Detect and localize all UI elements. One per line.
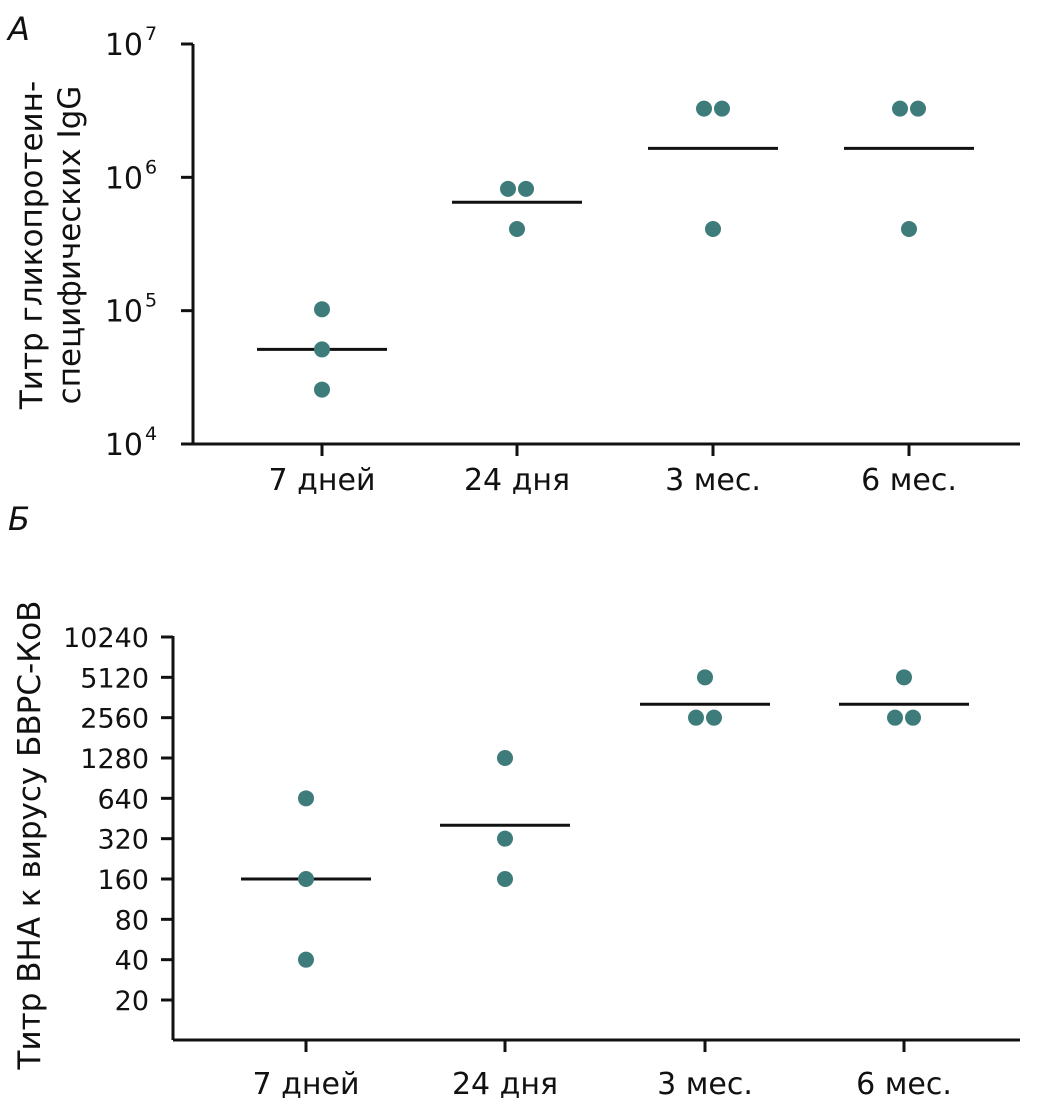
panel-a-y-tick-label: 10 <box>105 428 143 463</box>
panel-a-y-tick-label: 10 <box>105 28 143 63</box>
panel-a-y-tick-exp: 5 <box>145 290 157 312</box>
panel-a-y-tick-exp: 6 <box>145 156 157 178</box>
panel-a: А Титр гликопротеин- специфических IgG 1… <box>6 10 1020 498</box>
panel-a-data-point <box>518 180 534 197</box>
panel-a-x-ticks: 7 дней 24 дня 3 мес. 6 мес. <box>269 444 957 498</box>
panel-b-letter: Б <box>8 500 30 538</box>
panel-b-data-point <box>298 790 314 807</box>
panel-b: Б Титр ВНА к вирусу БВРС-КоВ 20 40 80 160 32… <box>8 500 1020 1102</box>
panel-b-y-ticks: 20 40 80 160 320 640 1280 2560 5120 10240 <box>63 623 173 1017</box>
panel-b-data-point <box>887 709 903 726</box>
panel-a-data-point <box>705 221 721 238</box>
panel-a-data-point <box>314 341 330 358</box>
panel-a-data-point <box>910 100 926 117</box>
panel-b-x-tick-label: 3 мес. <box>657 1067 753 1102</box>
panel-a-y-tick-exp: 7 <box>145 23 157 45</box>
panel-b-data-point <box>298 951 314 968</box>
panel-b-data-point <box>896 669 912 686</box>
panel-a-data-point <box>314 381 330 398</box>
panel-b-y-tick-label: 5120 <box>80 663 149 694</box>
panel-a-x-tick-label: 6 мес. <box>861 463 957 498</box>
panel-b-data-point <box>298 871 314 887</box>
panel-b-y-tick-label: 1280 <box>80 744 149 775</box>
panel-b-data-point <box>497 750 513 766</box>
panel-a-data-point <box>500 180 516 197</box>
panel-a-data-point <box>509 221 525 238</box>
panel-b-y-tick-label: 320 <box>97 825 149 856</box>
panel-b-marks <box>241 669 969 968</box>
panel-b-y-title: Титр ВНА к вирусу БВРС-КоВ <box>12 601 48 1071</box>
panel-b-data-point <box>497 830 513 847</box>
panel-a-y-tick-label: 10 <box>105 295 143 330</box>
panel-a-data-point <box>696 100 712 117</box>
panel-b-y-tick-label: 20 <box>115 986 149 1017</box>
panel-b-data-point <box>905 709 921 726</box>
panel-a-marks <box>257 100 974 398</box>
panel-b-y-tick-label: 160 <box>97 865 149 896</box>
panel-a-letter: А <box>6 10 30 48</box>
panel-a-x-tick-label: 3 мес. <box>665 463 761 498</box>
panel-b-x-tick-label: 24 дня <box>452 1067 558 1102</box>
panel-a-data-point <box>314 301 330 318</box>
panel-a-y-title-line2: специфических IgG <box>52 86 88 405</box>
panel-b-data-point <box>497 871 513 887</box>
panel-b-data-point <box>697 669 713 686</box>
panel-b-x-tick-label: 7 дней <box>253 1067 360 1102</box>
panel-b-y-tick-label: 640 <box>97 784 149 815</box>
panel-a-x-tick-label: 7 дней <box>269 463 376 498</box>
panel-b-y-tick-label: 2560 <box>80 704 149 735</box>
panel-b-x-tick-label: 6 мес. <box>856 1067 952 1102</box>
panel-b-y-tick-label: 40 <box>115 946 149 977</box>
panel-a-y-tick-label: 10 <box>105 161 143 196</box>
panel-a-data-point <box>714 100 730 117</box>
panel-a-y-title: Титр гликопротеин- специфических IgG <box>14 81 88 410</box>
panel-b-y-tick-label: 10240 <box>63 623 149 654</box>
panel-b-data-point <box>706 709 722 726</box>
panel-b-data-point <box>688 709 704 726</box>
panel-b-y-title-text: Титр ВНА к вирусу БВРС-КоВ <box>12 601 48 1071</box>
panel-a-y-title-line1: Титр гликопротеин- <box>14 81 50 410</box>
panel-a-data-point <box>901 221 917 238</box>
panel-b-y-tick-label: 80 <box>115 905 149 936</box>
panel-a-data-point <box>892 100 908 117</box>
panel-a-y-tick-exp: 4 <box>145 423 157 445</box>
panel-a-x-tick-label: 24 дня <box>464 463 570 498</box>
panel-b-x-ticks: 7 дней 24 дня 3 мес. 6 мес. <box>253 1040 952 1102</box>
